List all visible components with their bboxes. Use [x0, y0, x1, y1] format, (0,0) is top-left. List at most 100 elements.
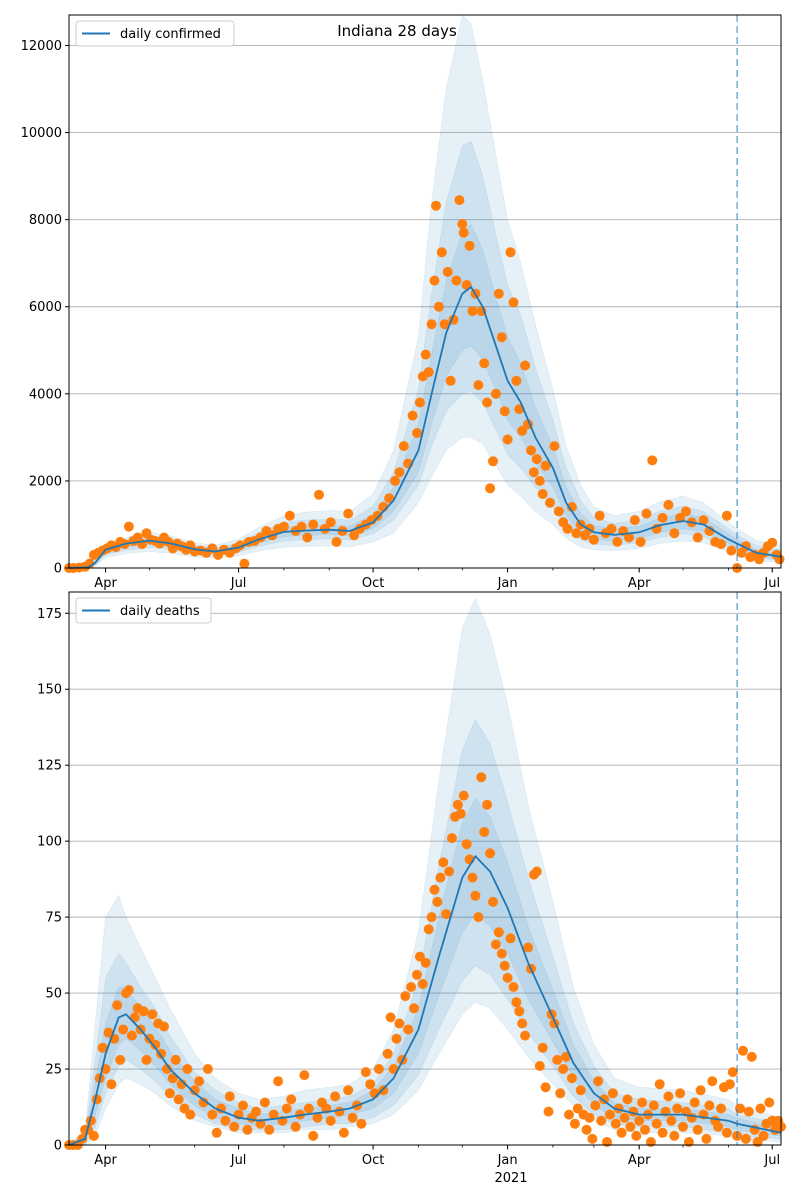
data-point	[429, 275, 440, 286]
data-point	[508, 982, 519, 992]
data-point	[587, 1133, 598, 1144]
x-tick-label: Jul	[763, 1153, 780, 1168]
data-point	[537, 1042, 548, 1053]
y-tick-label: 6000	[29, 300, 62, 315]
data-point	[319, 523, 330, 534]
data-point	[581, 1124, 592, 1135]
data-point	[657, 1127, 668, 1138]
data-point	[457, 219, 468, 229]
data-point	[123, 985, 134, 995]
data-point	[716, 1103, 727, 1114]
data-point	[439, 319, 450, 330]
data-point	[616, 1127, 627, 1138]
data-point	[429, 884, 440, 895]
data-point	[740, 1133, 751, 1144]
y-tick-label: 8000	[29, 213, 62, 228]
data-point	[454, 195, 465, 206]
data-point	[594, 510, 605, 521]
data-point	[540, 1082, 551, 1093]
data-point	[211, 1127, 222, 1138]
data-point	[442, 266, 453, 277]
legend-confirmed: daily confirmed	[75, 20, 235, 47]
data-point	[669, 1130, 680, 1141]
data-point	[647, 455, 658, 466]
data-point	[721, 1127, 732, 1138]
legend-box-confirmed	[75, 20, 235, 47]
data-point	[390, 475, 400, 486]
data-point	[461, 839, 472, 850]
data-point	[452, 799, 463, 810]
data-point	[147, 1009, 158, 1020]
data-point	[473, 380, 484, 391]
data-point	[467, 872, 478, 883]
y-tick-label: 25	[45, 1063, 62, 1078]
data-point	[588, 534, 599, 545]
data-point	[303, 1103, 314, 1114]
data-point	[284, 510, 295, 521]
y-tick-label: 100	[37, 835, 62, 850]
data-point	[695, 1085, 706, 1096]
x-year-label: 2021	[494, 1171, 527, 1186]
data-point	[499, 406, 510, 417]
data-point	[224, 1091, 235, 1102]
data-point	[394, 1018, 405, 1029]
data-point	[391, 1033, 402, 1044]
data-point	[238, 1100, 248, 1111]
data-point	[575, 1085, 586, 1096]
data-point	[242, 1124, 253, 1135]
data-point	[669, 528, 680, 539]
data-point	[343, 508, 354, 519]
data-point	[356, 1118, 367, 1129]
data-point	[657, 512, 668, 523]
x-tick-label: Jul	[230, 1153, 247, 1168]
y-ticks-confirmed: 0 2000 4000 6000 8000 10000 12000	[21, 39, 69, 577]
y-tick-label: 12000	[21, 39, 62, 54]
data-point	[566, 1073, 577, 1084]
data-point	[414, 397, 425, 408]
data-point	[692, 1124, 703, 1135]
data-point	[488, 896, 498, 907]
data-point	[663, 499, 674, 510]
data-point	[296, 521, 307, 532]
y-tick-label: 0	[54, 1139, 62, 1154]
band-95pct	[68, 14, 782, 569]
data-point	[84, 558, 95, 569]
data-point	[412, 428, 422, 438]
data-point	[314, 489, 324, 500]
data-point	[268, 1109, 279, 1120]
data-point	[545, 497, 555, 508]
x-tick-label: Oct	[362, 1153, 384, 1168]
data-point	[482, 799, 493, 810]
points-deaths	[64, 772, 786, 1150]
data-point	[331, 536, 342, 547]
data-point	[692, 532, 703, 543]
data-point	[194, 1076, 205, 1087]
data-point	[496, 332, 507, 343]
data-point	[138, 1006, 149, 1017]
data-point	[112, 1000, 123, 1011]
data-point	[689, 1097, 700, 1108]
data-point	[409, 1003, 419, 1014]
fit-line-confirmed	[68, 285, 782, 569]
data-point	[648, 1100, 659, 1111]
data-point	[467, 306, 478, 317]
data-point	[562, 523, 573, 534]
data-point	[423, 367, 434, 378]
data-point	[185, 1109, 196, 1120]
data-point	[334, 1106, 345, 1117]
data-point	[564, 1109, 574, 1120]
data-point	[698, 515, 709, 526]
data-point	[514, 1006, 525, 1017]
x-tick-label: Oct	[362, 576, 384, 591]
data-point	[455, 808, 466, 819]
data-point	[189, 1085, 200, 1096]
data-point	[490, 388, 501, 399]
data-point	[511, 375, 522, 386]
data-point	[394, 467, 405, 478]
data-point	[173, 1094, 184, 1105]
data-point	[534, 1061, 545, 1071]
data-point	[502, 434, 513, 445]
data-point	[622, 1094, 633, 1105]
data-point	[458, 227, 469, 238]
